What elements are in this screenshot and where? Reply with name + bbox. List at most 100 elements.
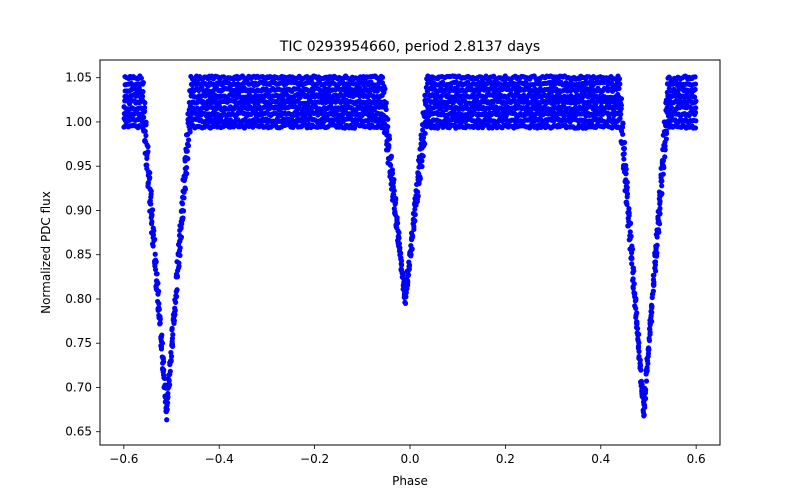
data-point — [157, 320, 163, 326]
data-point — [394, 214, 400, 221]
data-point — [145, 149, 151, 155]
data-point — [385, 123, 391, 130]
data-point — [172, 307, 178, 314]
data-point — [692, 94, 698, 100]
data-point — [177, 252, 183, 258]
data-point — [398, 262, 405, 268]
data-point — [660, 163, 666, 169]
data-point — [692, 81, 699, 87]
plot-area — [121, 73, 699, 423]
data-point — [412, 206, 418, 212]
data-point — [618, 102, 624, 108]
data-point — [160, 355, 166, 361]
data-point — [148, 188, 154, 194]
data-point — [152, 236, 158, 242]
data-point — [643, 378, 650, 384]
chart-title: TIC 0293954660, period 2.8137 days — [279, 39, 540, 55]
data-point — [617, 115, 623, 122]
data-point — [651, 272, 657, 278]
data-point — [147, 170, 153, 176]
data-point — [643, 395, 649, 402]
data-point — [660, 171, 666, 177]
data-point — [663, 128, 669, 134]
data-point — [417, 174, 423, 180]
data-point — [180, 215, 186, 221]
data-point — [149, 207, 156, 213]
data-point — [649, 318, 655, 325]
data-point — [624, 201, 630, 207]
data-point — [171, 318, 177, 324]
data-point — [379, 74, 386, 80]
data-point — [623, 171, 629, 177]
data-point — [169, 327, 175, 333]
data-point — [624, 184, 630, 191]
data-point — [183, 165, 190, 171]
data-point — [152, 266, 159, 273]
y-tick-label: 0.70 — [65, 380, 92, 394]
data-point — [634, 310, 640, 316]
data-point — [153, 259, 159, 265]
data-point — [406, 266, 412, 272]
data-point — [624, 191, 631, 197]
data-point — [143, 132, 149, 139]
data-point — [140, 79, 147, 86]
data-point — [165, 400, 171, 406]
data-point — [152, 251, 158, 257]
data-point — [187, 126, 193, 133]
y-tick-label: 0.85 — [65, 248, 92, 262]
data-point — [618, 96, 625, 102]
data-point — [180, 208, 187, 214]
y-tick-label: 0.65 — [65, 425, 92, 439]
data-point — [184, 171, 190, 177]
data-point — [629, 261, 635, 267]
data-point — [634, 321, 640, 327]
data-point — [396, 229, 402, 236]
data-point — [626, 205, 632, 212]
data-point — [414, 189, 420, 195]
data-point — [142, 128, 148, 134]
data-point — [637, 357, 643, 363]
data-point — [647, 329, 653, 335]
data-point — [157, 316, 163, 322]
data-point — [138, 75, 144, 81]
data-point — [172, 312, 178, 318]
data-point — [646, 346, 652, 352]
data-point — [657, 205, 663, 211]
data-point — [148, 201, 154, 207]
data-point — [633, 305, 639, 311]
data-point — [628, 233, 634, 239]
y-tick-label: 0.95 — [65, 159, 92, 173]
data-point — [420, 135, 427, 141]
data-point — [408, 251, 414, 258]
data-point — [420, 153, 426, 159]
data-point — [155, 280, 161, 286]
data-point — [643, 387, 649, 393]
y-tick-label: 0.80 — [65, 292, 92, 306]
data-point — [179, 221, 185, 227]
data-point — [168, 353, 175, 359]
data-point — [653, 268, 659, 274]
data-point — [616, 76, 623, 82]
data-point — [419, 163, 425, 170]
data-point — [382, 86, 388, 92]
data-point — [655, 227, 661, 233]
data-point — [631, 281, 637, 287]
data-point — [422, 141, 428, 147]
data-point — [654, 242, 660, 248]
data-point — [141, 105, 148, 111]
data-point — [657, 211, 663, 217]
data-point — [144, 162, 150, 168]
data-point — [693, 118, 699, 124]
data-point — [637, 362, 644, 369]
data-points — [121, 73, 699, 423]
data-point — [170, 332, 176, 338]
data-point — [169, 341, 175, 347]
data-point — [422, 130, 428, 137]
data-point — [156, 306, 162, 313]
data-point — [156, 300, 162, 307]
data-point — [412, 211, 418, 218]
data-point — [383, 100, 389, 106]
data-point — [185, 143, 192, 149]
data-point — [411, 226, 417, 232]
